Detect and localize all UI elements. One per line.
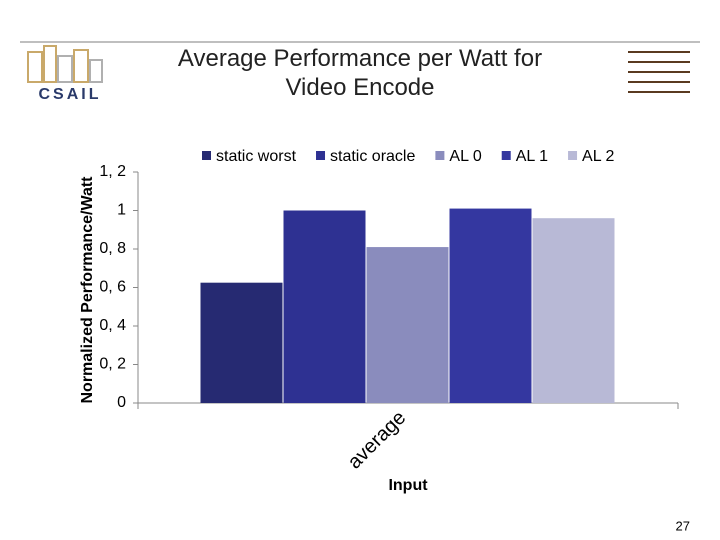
- bar: [200, 282, 283, 403]
- y-tick-label: 0, 4: [99, 317, 126, 334]
- x-tick-label: average: [344, 407, 411, 474]
- legend-swatch: [316, 151, 326, 160]
- ants-logo: [628, 51, 690, 93]
- legend-swatch: [435, 151, 445, 160]
- bar: [283, 210, 366, 403]
- page-number: 27: [676, 518, 690, 533]
- legend-label: AL 0: [449, 148, 481, 165]
- csail-logo: CSAIL: [27, 45, 103, 103]
- legend-label: AL 2: [582, 148, 614, 165]
- legend-label: AL 1: [516, 148, 548, 165]
- y-tick-label: 0, 8: [99, 240, 126, 257]
- bar: [449, 208, 532, 403]
- legend-label: static oracle: [330, 148, 415, 165]
- x-axis-title: Input: [388, 477, 428, 494]
- y-tick-label: 1, 2: [99, 163, 126, 180]
- bar: [366, 247, 449, 403]
- logo-text: CSAIL: [39, 86, 102, 103]
- legend-label: static worst: [216, 148, 297, 165]
- y-tick-label: 0, 2: [99, 356, 126, 373]
- y-axis-title: Normalized Performance/Watt: [79, 176, 96, 404]
- y-tick-label: 1: [117, 202, 126, 219]
- legend-swatch: [501, 151, 511, 160]
- bar: [532, 218, 615, 403]
- legend-swatch: [568, 151, 578, 160]
- legend-swatch: [202, 151, 211, 160]
- slide-title: Average Performance per Watt for Video E…: [177, 45, 543, 101]
- y-tick-label: 0, 6: [99, 279, 126, 296]
- y-tick-label: 0: [117, 394, 126, 411]
